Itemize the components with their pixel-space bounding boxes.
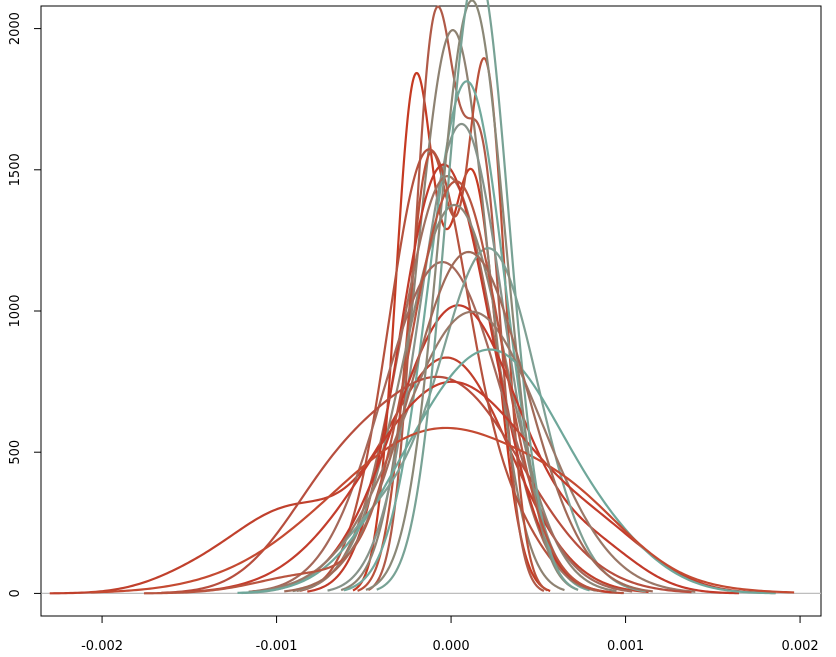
x-tick-label: -0.001 <box>256 639 298 654</box>
y-tick-label: 1000 <box>8 294 23 327</box>
density-curve-9 <box>296 175 599 592</box>
y-tick-label: 1500 <box>8 153 23 186</box>
density-curves <box>49 0 795 595</box>
x-tick-label: 0.002 <box>781 639 818 654</box>
density-curve-14 <box>241 247 646 595</box>
x-tick-label: 0.000 <box>432 639 469 654</box>
density-curve-23 <box>284 250 653 593</box>
density-curve-11 <box>292 203 617 593</box>
density-curve-4 <box>340 28 565 592</box>
y-tick-label: 500 <box>8 440 23 465</box>
y-tick-label: 0 <box>8 589 23 597</box>
x-tick-label: -0.002 <box>81 639 123 654</box>
y-tick-label: 2000 <box>8 12 23 45</box>
x-tick-label: 0.001 <box>607 639 644 654</box>
density-curve-15 <box>248 310 696 593</box>
density-curve-19 <box>90 426 795 594</box>
density-curve-16 <box>161 375 692 594</box>
axes: -0.002 -0.001 0.000 0.001 0.002 0 500 1000 1500 2… <box>8 12 819 654</box>
density-curve-8 <box>299 148 624 595</box>
density-curve-20 <box>365 0 579 591</box>
density-curve-17 <box>182 380 776 595</box>
density-curve-18 <box>237 348 776 595</box>
